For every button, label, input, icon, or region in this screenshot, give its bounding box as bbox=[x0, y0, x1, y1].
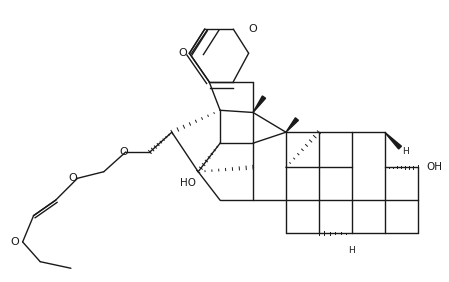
Polygon shape bbox=[286, 118, 299, 132]
Text: HO: HO bbox=[180, 178, 196, 188]
Text: O: O bbox=[249, 24, 257, 34]
Text: H: H bbox=[402, 147, 409, 157]
Text: OH: OH bbox=[427, 162, 442, 172]
Text: O: O bbox=[178, 48, 187, 58]
Text: H: H bbox=[348, 246, 355, 255]
Polygon shape bbox=[385, 132, 401, 149]
Text: O: O bbox=[119, 147, 128, 157]
Text: O: O bbox=[69, 173, 78, 183]
Polygon shape bbox=[253, 96, 266, 113]
Text: O: O bbox=[11, 237, 20, 247]
